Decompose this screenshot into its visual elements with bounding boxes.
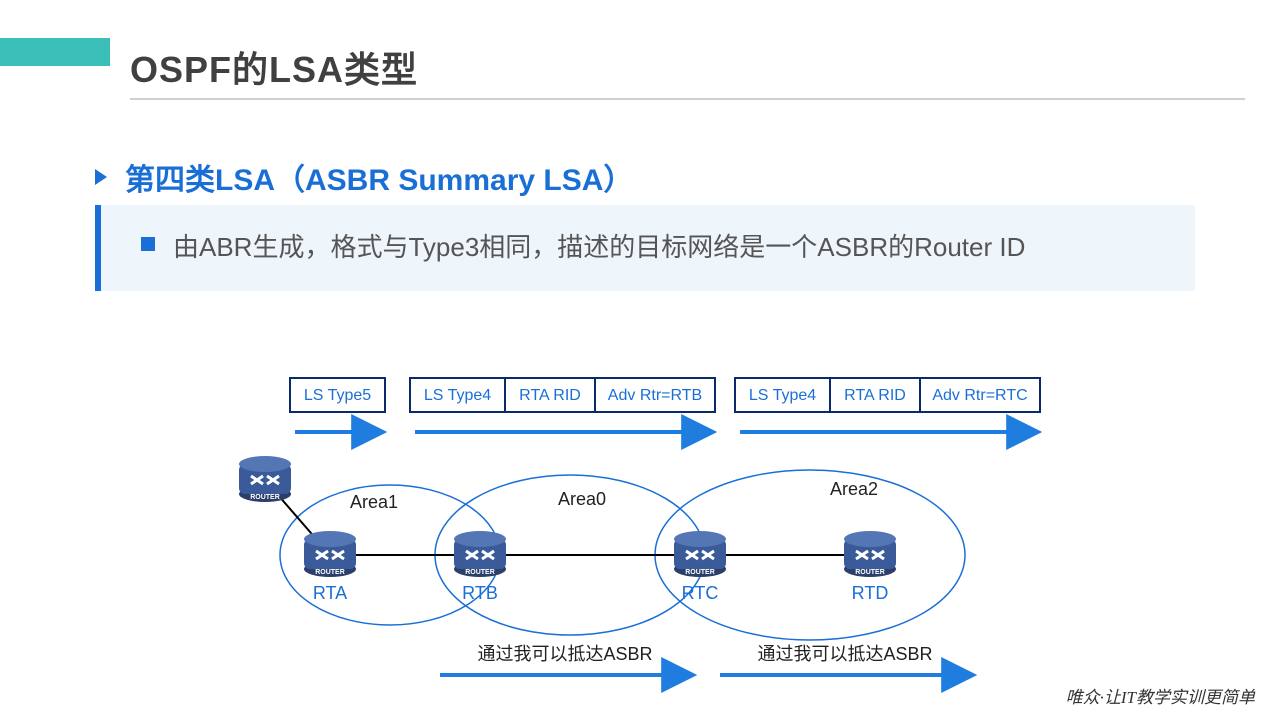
svg-text:Area0: Area0 (558, 489, 606, 509)
svg-text:RTD: RTD (852, 583, 889, 603)
accent-bar (0, 38, 110, 66)
svg-text:RTB: RTB (462, 583, 498, 603)
svg-text:通过我可以抵达ASBR: 通过我可以抵达ASBR (757, 644, 932, 664)
svg-text:RTA RID: RTA RID (844, 387, 906, 404)
page-title: OSPF的LSA类型 (130, 41, 418, 93)
svg-text:Adv Rtr=RTB: Adv Rtr=RTB (608, 387, 702, 404)
network-diagram: LS Type5 LS Type4 RTA RID Adv Rtr=RTB LS Typ… (0, 340, 1280, 695)
svg-text:RTA RID: RTA RID (519, 387, 581, 404)
svg-text:ROUTER: ROUTER (685, 569, 715, 576)
svg-text:LS Type4: LS Type4 (749, 387, 816, 404)
triangle-bullet-icon (95, 169, 107, 185)
subtitle: 第四类LSA（ASBR Summary LSA） (125, 155, 633, 199)
svg-text:Adv Rtr=RTC: Adv Rtr=RTC (932, 387, 1027, 404)
svg-text:Area2: Area2 (830, 479, 878, 499)
square-bullet-icon (141, 237, 155, 251)
footer-tagline: 唯众·让IT教学实训更简单 (1066, 683, 1255, 708)
svg-text:ROUTER: ROUTER (465, 569, 495, 576)
description-box: 由ABR生成，格式与Type3相同，描述的目标网络是一个ASBR的Router … (95, 205, 1195, 291)
subtitle-row: 第四类LSA（ASBR Summary LSA） (95, 155, 633, 199)
svg-text:ROUTER: ROUTER (855, 569, 885, 576)
svg-text:LS Type4: LS Type4 (424, 387, 491, 404)
svg-text:Area1: Area1 (350, 492, 398, 512)
svg-text:ROUTER: ROUTER (315, 569, 345, 576)
svg-text:LS Type5: LS Type5 (304, 387, 371, 404)
svg-text:通过我可以抵达ASBR: 通过我可以抵达ASBR (477, 644, 652, 664)
svg-text:ROUTER: ROUTER (250, 494, 280, 501)
svg-text:RTC: RTC (682, 583, 719, 603)
svg-text:RTA: RTA (313, 583, 347, 603)
description-text: 由ABR生成，格式与Type3相同，描述的目标网络是一个ASBR的Router … (173, 227, 1025, 269)
title-bar: OSPF的LSA类型 (130, 35, 1245, 100)
